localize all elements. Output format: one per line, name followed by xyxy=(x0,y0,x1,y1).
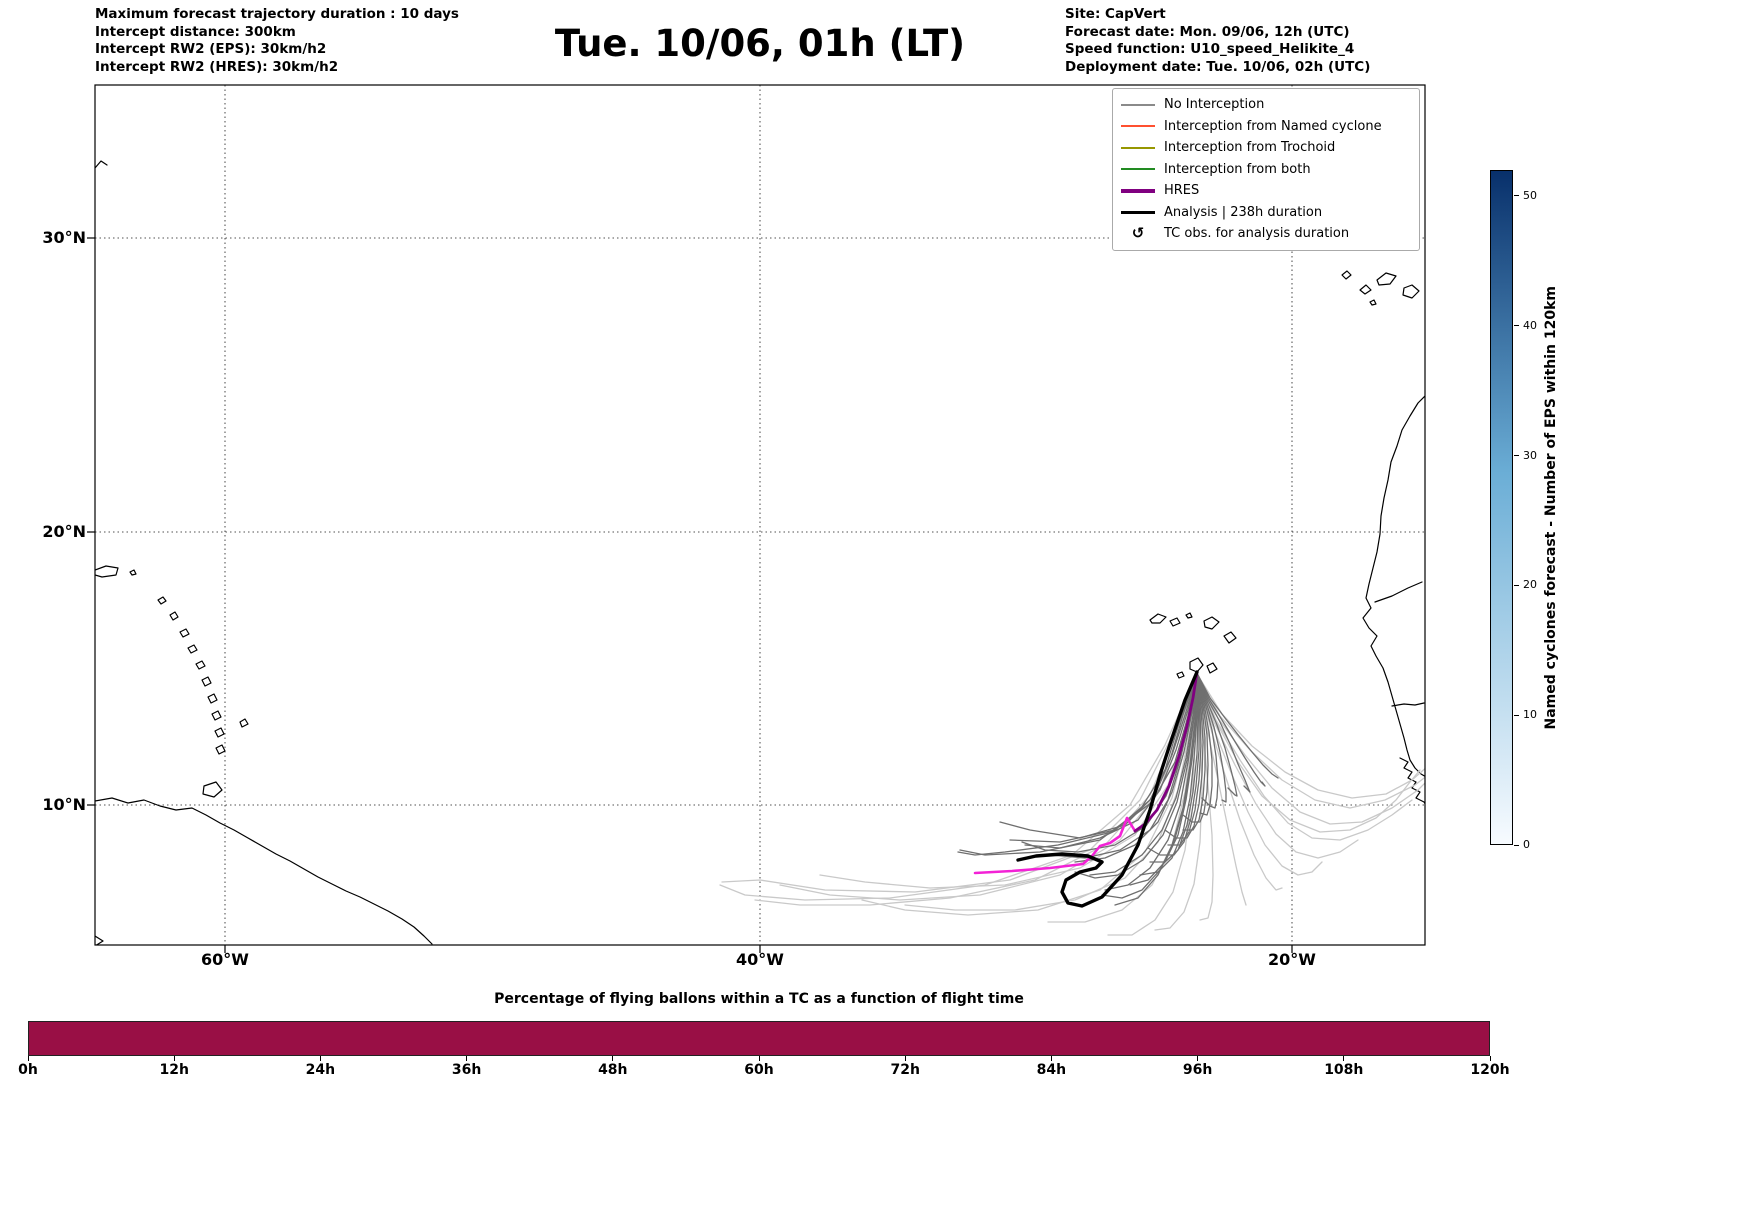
ytick-30n: 30°N xyxy=(42,228,86,247)
intercept-distance-text: Intercept distance: 300km xyxy=(95,23,296,40)
axis-tick-marks xyxy=(87,237,1293,953)
speed-function-text: Speed function: U10_speed_Helikite_4 xyxy=(1065,41,1355,57)
colorbar-tick-label: 30 xyxy=(1523,448,1537,462)
colorbar-tick-label: 40 xyxy=(1523,318,1537,332)
olive-line-swatch xyxy=(1121,146,1155,149)
max-duration-text: Maximum forecast trajectory duration : 1… xyxy=(95,6,459,22)
bottom-axis-tick-mark xyxy=(27,1056,29,1061)
legend-item-analysis: Analysis | 238h duration xyxy=(1121,202,1411,224)
legend-item-named-cyclone: Interception from Named cyclone xyxy=(1121,116,1411,138)
header-right-block: Site: CapVert Forecast date: Mon. 09/06,… xyxy=(1065,6,1370,76)
coastlines xyxy=(95,160,1425,945)
site-text: Site: CapVert xyxy=(1065,6,1166,22)
xtick-20w: 20°W xyxy=(1268,950,1316,969)
bottom-axis-tick-mark xyxy=(319,1056,321,1061)
bottom-axis-tick-mark xyxy=(1197,1056,1199,1061)
figure-title: Tue. 10/06, 01h (LT) xyxy=(554,22,966,65)
trajectory-lines xyxy=(719,670,1425,936)
ytick-20n: 20°N xyxy=(42,522,86,541)
bottom-axis-tick-mark xyxy=(1343,1056,1345,1061)
header-left-block: Maximum forecast trajectory duration : 1… xyxy=(95,6,459,76)
bottom-axis-tick-mark xyxy=(173,1056,175,1061)
bottom-axis-tick-label: 84h xyxy=(1036,1062,1067,1078)
bottom-axis-tick-label: 120h xyxy=(1470,1062,1510,1078)
ytick-10n: 10°N xyxy=(42,795,86,814)
legend-item-hres: HRES xyxy=(1121,180,1411,202)
colorbar-tick-label: 0 xyxy=(1523,838,1530,851)
xtick-40w: 40°W xyxy=(736,950,784,969)
colorbar-tick-label: 20 xyxy=(1523,578,1537,592)
bottom-axis-tick-label: 48h xyxy=(598,1062,628,1078)
colorbar-tick-label: 50 xyxy=(1523,188,1537,202)
purple-line-swatch xyxy=(1121,189,1155,193)
bottom-axis-tick-label: 36h xyxy=(451,1062,482,1078)
bottom-axis-tick-mark xyxy=(904,1056,906,1061)
intercept-rw2-eps-text: Intercept RW2 (EPS): 30km/h2 xyxy=(95,41,327,57)
bottom-axis-tick-label: 0h xyxy=(18,1062,38,1078)
colorbar-tick-mark xyxy=(1514,844,1519,846)
xtick-60w: 60°W xyxy=(201,950,249,969)
percentage-bar xyxy=(28,1021,1490,1056)
bottom-axis-tick-label: 72h xyxy=(890,1062,920,1078)
orange-line-swatch xyxy=(1121,125,1155,128)
bottom-axis-tick-mark xyxy=(1050,1056,1052,1061)
colorbar-tick-label: 10 xyxy=(1523,708,1537,722)
map-legend: No Interception Interception from Named … xyxy=(1112,88,1420,251)
black-line-swatch xyxy=(1121,210,1155,214)
map-frame xyxy=(94,84,1426,946)
bottom-axis-tick-mark xyxy=(612,1056,614,1061)
bottom-chart-title: Percentage of flying ballons within a TC… xyxy=(494,991,1024,1007)
bottom-axis-tick-mark xyxy=(758,1056,760,1061)
legend-item-tc-obs: ↺ TC obs. for analysis duration xyxy=(1121,223,1411,245)
deployment-date-text: Deployment date: Tue. 10/06, 02h (UTC) xyxy=(1065,58,1371,75)
legend-item-no-interception: No Interception xyxy=(1121,94,1411,116)
colorbar xyxy=(1490,170,1513,845)
bottom-axis-tick-label: 12h xyxy=(159,1062,189,1078)
colorbar-tick-mark xyxy=(1514,714,1519,716)
colorbar-tick-mark xyxy=(1514,455,1519,457)
gray-line-swatch xyxy=(1121,103,1155,106)
forecast-date-text: Forecast date: Mon. 09/06, 12h (UTC) xyxy=(1065,23,1350,40)
bottom-axis-tick-label: 96h xyxy=(1182,1062,1213,1078)
colorbar-tick-mark xyxy=(1514,584,1519,586)
bottom-axis-tick-label: 60h xyxy=(744,1062,774,1078)
bottom-axis-tick-mark xyxy=(1489,1056,1491,1061)
bottom-axis-tick-label: 24h xyxy=(305,1062,336,1078)
bottom-axis-tick-mark xyxy=(466,1056,468,1061)
bottom-axis-tick-label: 108h xyxy=(1324,1062,1364,1078)
green-line-swatch xyxy=(1121,168,1155,171)
legend-item-both: Interception from both xyxy=(1121,159,1411,181)
colorbar-label: Named cyclones forecast - Number of EPS … xyxy=(1543,285,1559,730)
legend-item-trochoid: Interception from Trochoid xyxy=(1121,137,1411,159)
colorbar-tick-mark xyxy=(1514,195,1519,197)
tc-obs-icon: ↺ xyxy=(1131,224,1145,243)
intercept-rw2-hres-text: Intercept RW2 (HRES): 30km/h2 xyxy=(95,58,339,75)
colorbar-tick-mark xyxy=(1514,325,1519,327)
